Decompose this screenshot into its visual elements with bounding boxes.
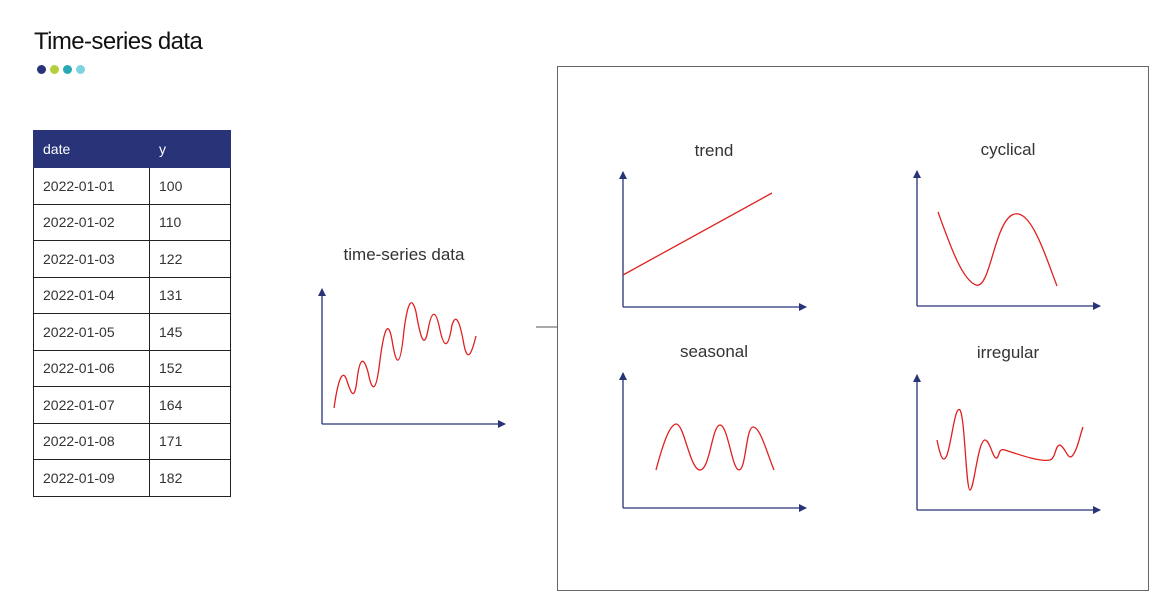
table-header-row: date y: [33, 130, 231, 168]
cyclical-label: cyclical: [981, 140, 1036, 159]
cell-y: 152: [149, 349, 231, 387]
table-row: 2022-01-05 145: [33, 313, 231, 351]
seasonal-curve: [655, 423, 775, 471]
components-box: [557, 66, 1149, 591]
cell-date: 2022-01-09: [33, 459, 150, 497]
page-title: Time-series data: [34, 28, 203, 55]
time-series-table: date y 2022-01-01 100 2022-01-02 110 2022-…: [33, 130, 231, 497]
cell-date: 2022-01-05: [33, 313, 150, 351]
dot-2: [50, 65, 59, 74]
table-row: 2022-01-03 122: [33, 240, 231, 278]
cyclical-chart: cyclical: [913, 140, 1101, 310]
time-series-curve: [333, 302, 477, 409]
seasonal-label: seasonal: [680, 342, 748, 361]
dot-1: [37, 65, 46, 74]
cell-date: 2022-01-04: [33, 276, 150, 314]
irregular-chart: irregular: [913, 343, 1101, 514]
header-y: y: [149, 130, 231, 168]
table-row: 2022-01-07 164: [33, 386, 231, 424]
cell-date: 2022-01-08: [33, 422, 150, 460]
table-row: 2022-01-08 171: [33, 422, 231, 460]
cyclical-curve: [937, 211, 1058, 287]
cell-date: 2022-01-02: [33, 203, 150, 241]
seasonal-chart: seasonal: [619, 342, 807, 512]
dot-4: [76, 65, 85, 74]
table-row: 2022-01-06 152: [33, 349, 231, 387]
cell-y: 131: [149, 276, 231, 314]
cell-y: 145: [149, 313, 231, 351]
main-chart: time-series data: [318, 245, 506, 428]
cell-y: 164: [149, 386, 231, 424]
table-row: 2022-01-09 182: [33, 459, 231, 497]
cell-y: 110: [149, 203, 231, 241]
decorative-dots: [37, 65, 85, 74]
cell-y: 182: [149, 459, 231, 497]
cell-y: 122: [149, 240, 231, 278]
cell-date: 2022-01-06: [33, 349, 150, 387]
table-row: 2022-01-04 131: [33, 276, 231, 314]
irregular-label: irregular: [977, 343, 1040, 362]
cell-y: 100: [149, 167, 231, 205]
trend-chart: trend: [619, 141, 807, 311]
cell-date: 2022-01-07: [33, 386, 150, 424]
trend-line: [622, 192, 773, 276]
trend-label: trend: [695, 141, 734, 160]
dot-3: [63, 65, 72, 74]
main-chart-label: time-series data: [344, 245, 465, 264]
irregular-curve: [936, 409, 1084, 491]
table-row: 2022-01-02 110: [33, 203, 231, 241]
header-date: date: [33, 130, 150, 168]
